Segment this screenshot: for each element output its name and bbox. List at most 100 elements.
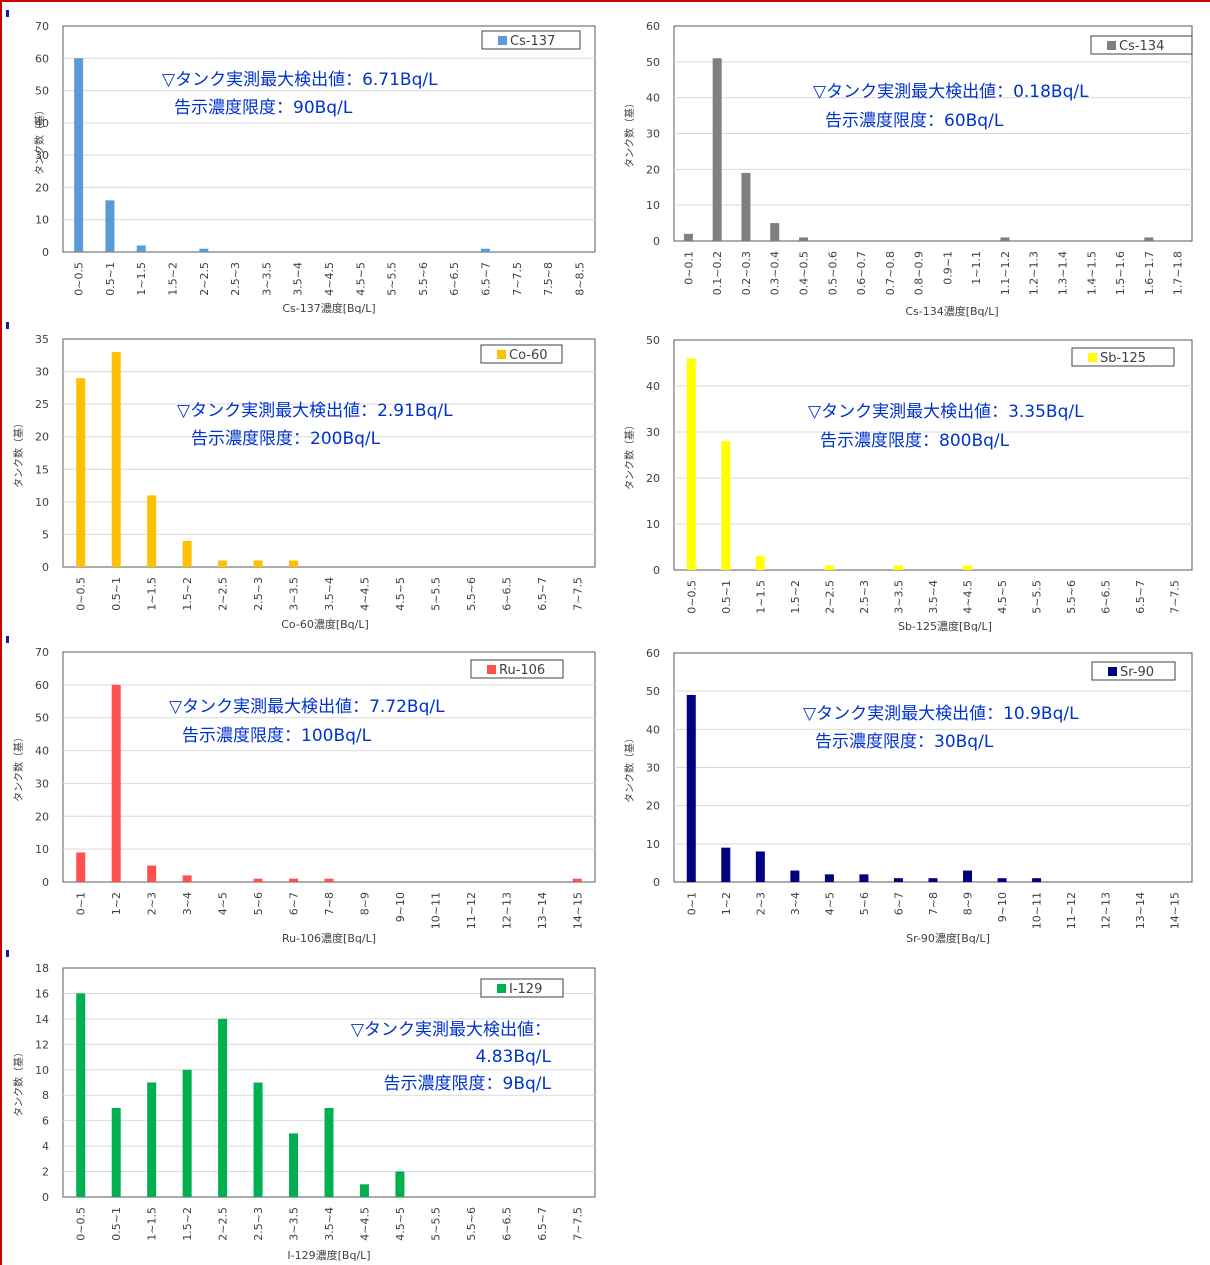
bar [859, 874, 869, 882]
x-tick-label: 0.7~0.8 [884, 251, 897, 295]
y-tick-label: 15 [35, 463, 49, 476]
y-tick-label: 12 [35, 1038, 49, 1051]
annotation-text: ▽タンク実測最大検出値：6.71Bq/L [162, 70, 438, 90]
y-tick-label: 10 [35, 496, 49, 509]
x-tick-label: 0~0.5 [73, 262, 86, 296]
x-tick-label: 1.1~1.2 [999, 251, 1012, 295]
y-tick-label: 10 [646, 838, 660, 851]
y-tick-label: 30 [35, 777, 49, 790]
x-tick-label: 14~15 [571, 892, 584, 929]
x-tick-label: 1~1.5 [135, 262, 148, 296]
x-tick-label: 0.8~0.9 [913, 251, 926, 295]
x-tick-label: 1.6~1.7 [1143, 251, 1156, 295]
legend-swatch [1088, 353, 1097, 362]
chart-sb-125: 0 10 20 30 40 50 0~0.5 0.5~1 1~1.5 1.5~2 2~2.5 2.5~… [623, 334, 1193, 633]
annotation-text: ▽タンク実測最大検出値： [351, 1020, 551, 1040]
y-tick-label: 10 [646, 518, 660, 531]
bar [963, 870, 973, 882]
bar [824, 565, 834, 570]
y-tick-label: 60 [35, 679, 49, 692]
legend-box [1071, 347, 1175, 367]
y-tick-label: 40 [646, 92, 660, 105]
x-tick-label: 1.5~2 [181, 577, 194, 611]
x-tick-label: 12~13 [500, 892, 513, 929]
x-axis-label: Sb-125濃度[Bq/L] [898, 619, 992, 633]
x-tick-label: 12~13 [1100, 892, 1113, 929]
annotation-text: 告示濃度限度：30Bq/L [815, 732, 994, 752]
x-tick-label: 5.5~6 [1065, 580, 1078, 614]
x-tick-label: 2~2.5 [217, 577, 230, 611]
y-tick-label: 20 [646, 472, 660, 485]
x-tick-label: 1.5~1.6 [1114, 251, 1127, 295]
x-tick-label: 4~4.5 [358, 1207, 371, 1241]
bar [218, 1018, 228, 1197]
x-tick-label: 6.5~7 [536, 1207, 549, 1241]
x-tick-label: 0.5~1 [104, 262, 117, 296]
legend-label: Sr-90 [1120, 665, 1154, 680]
x-tick-label: 0.5~1 [110, 577, 123, 611]
bar [182, 540, 192, 567]
x-tick-label: 0~0.5 [685, 580, 698, 614]
x-tick-label: 3.5~4 [927, 580, 940, 614]
x-tick-label: 0.6~0.7 [855, 251, 868, 295]
y-tick-label: 30 [646, 426, 660, 439]
y-tick-label: 50 [35, 712, 49, 725]
bar [755, 851, 765, 882]
x-axis-label: Co-60濃度[Bq/L] [281, 617, 369, 631]
bar [199, 248, 209, 252]
x-tick-label: 5.5~6 [465, 1207, 478, 1241]
x-axis-label: Cs-134濃度[Bq/L] [905, 304, 998, 318]
x-tick-label: 7~7.5 [571, 1207, 584, 1241]
y-tick-label: 8 [42, 1089, 49, 1102]
x-tick-label: 7~7.5 [511, 262, 524, 296]
y-tick-label: 20 [35, 431, 49, 444]
y-tick-label: 25 [35, 398, 49, 411]
x-tick-label: 14~15 [1169, 892, 1182, 929]
x-tick-label: 3~3.5 [260, 262, 273, 296]
bar [790, 870, 800, 882]
y-axis-label: タンク数（基） [12, 732, 25, 802]
bar [289, 560, 299, 567]
x-tick-label: 4.5~5 [996, 580, 1009, 614]
legend-label: Ru-106 [499, 663, 545, 678]
y-tick-label: 2 [42, 1166, 49, 1179]
bar [1032, 878, 1042, 882]
y-tick-label: 0 [653, 876, 660, 889]
y-tick-label: 40 [35, 117, 49, 130]
y-tick-label: 0 [42, 561, 49, 574]
annotation-text: 告示濃度限度：90Bq/L [174, 98, 353, 118]
x-tick-label: 6.5~7 [479, 262, 492, 296]
bar [136, 245, 146, 252]
y-tick-label: 20 [646, 163, 660, 176]
x-tick-label: 1~1.5 [146, 1207, 159, 1241]
x-axis-label: Sr-90濃度[Bq/L] [906, 931, 990, 945]
annotation-text: 4.83Bq/L [475, 1047, 551, 1067]
plot-area [62, 651, 596, 883]
bar [111, 684, 121, 882]
y-tick-label: 16 [35, 987, 49, 1000]
bar [253, 878, 263, 882]
y-tick-label: 20 [646, 800, 660, 813]
x-tick-label: 5.5~6 [417, 262, 430, 296]
x-tick-label: 2~2.5 [198, 262, 211, 296]
bar [324, 1107, 334, 1197]
y-tick-label: 10 [646, 199, 660, 212]
y-tick-label: 14 [35, 1013, 49, 1026]
y-tick-label: 40 [646, 723, 660, 736]
x-tick-label: 5~6 [858, 892, 871, 915]
legend-swatch [1108, 667, 1117, 676]
bar [182, 1069, 192, 1197]
y-tick-label: 50 [646, 685, 660, 698]
y-axis-label: タンク数（基） [33, 105, 46, 175]
bar [289, 1133, 299, 1197]
x-tick-label: 0.9~1 [941, 251, 954, 285]
bar [721, 441, 731, 570]
x-tick-label: 2~2.5 [217, 1207, 230, 1241]
legend-label: Cs-134 [1119, 39, 1164, 54]
bar [480, 248, 490, 252]
bar [893, 565, 903, 570]
x-tick-label: 1.5~2 [181, 1207, 194, 1241]
x-tick-label: 0.3~0.4 [769, 251, 782, 295]
